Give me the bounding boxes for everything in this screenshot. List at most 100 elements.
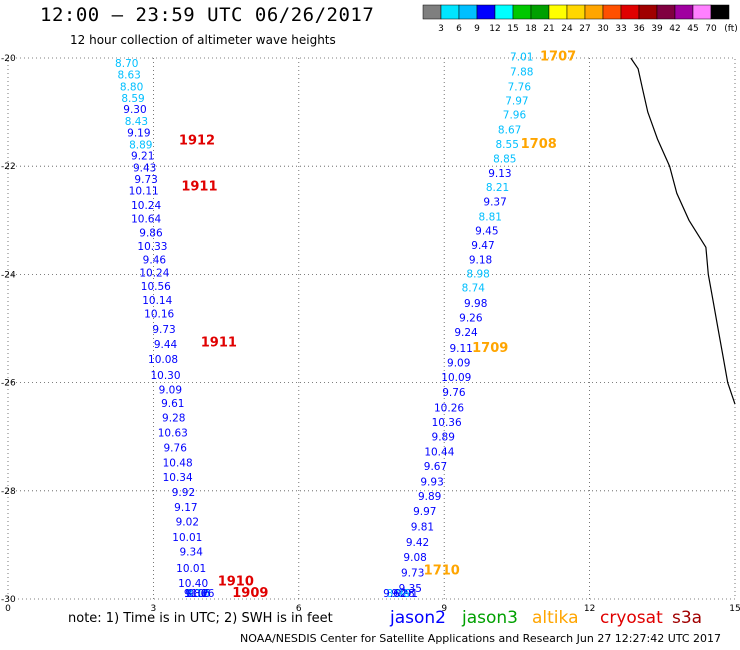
- swh-value: 10.11: [129, 185, 159, 197]
- legend-s3a: s3a: [672, 608, 703, 628]
- pass-time-label: 1707: [540, 50, 576, 65]
- swh-value: 7.97: [505, 96, 528, 108]
- colorbar-swatch: [602, 4, 622, 20]
- swh-value: 9.11: [449, 343, 472, 355]
- swh-value: 9.08: [403, 552, 426, 564]
- swh-value: 10.34: [163, 472, 193, 484]
- x-tick-label: 0: [5, 604, 11, 614]
- swh-value: 8.10: [186, 588, 209, 600]
- coastline-path: [630, 57, 736, 405]
- pass-time-label: 1911: [181, 180, 217, 195]
- map-frame: [7, 57, 736, 600]
- pass-time-label: 1911: [201, 335, 237, 350]
- swh-value: 10.44: [424, 447, 454, 459]
- swh-value: 9.30: [123, 104, 146, 116]
- swh-value: 9.73: [401, 567, 424, 579]
- swh-value: 10.24: [131, 200, 161, 212]
- colorbar-label: 6: [456, 24, 462, 34]
- colorbar-swatch: [674, 4, 694, 20]
- footnote: note: 1) Time is in UTC; 2) SWH is in fe…: [68, 611, 333, 626]
- x-tick-label: 15: [729, 604, 740, 614]
- legend-jason3: jason3: [462, 608, 518, 628]
- swh-value: 9.13: [488, 168, 511, 180]
- colorbar-swatch: [440, 4, 460, 20]
- swh-value: 8.85: [493, 153, 516, 165]
- swh-value: 10.08: [148, 354, 178, 366]
- swh-value: 8.55: [496, 139, 519, 151]
- swh-value: 10.48: [163, 457, 193, 469]
- colorbar-swatch: [620, 4, 640, 20]
- swh-value: 10.26: [434, 402, 464, 414]
- swh-value: 10.01: [172, 532, 202, 544]
- swh-value: 9.17: [174, 502, 197, 514]
- swh-value: 9.18: [469, 255, 492, 267]
- swh-value: 7.88: [510, 66, 533, 78]
- swh-value: 8.43: [125, 116, 148, 128]
- colorbar-swatch: [458, 4, 478, 20]
- swh-value: 9.37: [483, 197, 506, 209]
- colorbar-label: 9: [474, 24, 480, 34]
- swh-value: 9.76: [164, 442, 188, 454]
- x-tick-label: 3: [151, 604, 157, 614]
- swh-value: 9.42: [406, 537, 429, 549]
- colorbar: 3 6 9 12 15 18 21 24 27 30 33 36 39 42 45 70 (ft): [422, 4, 738, 34]
- swh-value: 10.63: [158, 428, 188, 440]
- swh-value: 10.14: [142, 295, 172, 307]
- swh-value: 8.98: [466, 269, 489, 281]
- swh-value: 8.96: [386, 588, 410, 600]
- swh-value: 10.56: [141, 281, 171, 293]
- swh-value: 9.19: [127, 127, 150, 139]
- pass-time-label: 1910: [218, 574, 254, 589]
- colorbar-swatch: [548, 4, 568, 20]
- colorbar-swatch: [476, 4, 496, 20]
- swh-value: 9.89: [432, 431, 455, 443]
- colorbar-label: 3: [438, 24, 444, 34]
- swh-value: 9.73: [152, 324, 175, 336]
- swh-value: 8.81: [479, 211, 502, 223]
- colorbar-label: 21: [543, 24, 554, 34]
- swh-value: 9.34: [180, 547, 204, 559]
- colorbar-label: 24: [561, 24, 573, 34]
- colorbar-swatch: [422, 4, 442, 20]
- swh-value: 11.16: [184, 588, 214, 600]
- swh-value: 9.67: [424, 461, 447, 473]
- colorbar-label: 33: [615, 24, 626, 34]
- legend-cryosat: cryosat: [600, 608, 663, 628]
- axis-ticks: 0 3 6 9 12 15 -20 -22 -24 -26 -28 -30: [1, 54, 740, 614]
- colorbar-swatch: [584, 4, 604, 20]
- swh-value: 9.21: [131, 151, 154, 163]
- coastline: [630, 57, 736, 405]
- swh-value: 9.73: [134, 174, 157, 186]
- swh-value: 9.43: [133, 163, 156, 175]
- colorbar-swatch: [656, 4, 676, 20]
- swh-value: 9.45: [475, 225, 498, 237]
- swh-value: 9.02: [176, 516, 199, 528]
- colorbar-swatch: [692, 4, 712, 20]
- swh-value: 9.93: [420, 476, 443, 488]
- pass-time-label: 1909: [232, 586, 268, 601]
- page-subtitle: 12 hour collection of altimeter wave hei…: [70, 33, 336, 47]
- colorbar-label: 45: [687, 24, 698, 34]
- swh-value: 9.28: [391, 588, 414, 600]
- colorbar-label: 27: [579, 24, 590, 34]
- swh-value: 10.33: [137, 241, 167, 253]
- swh-value: 10.36: [432, 417, 462, 429]
- pass-time-label: 1708: [521, 137, 557, 152]
- swh-value: 9.09: [447, 357, 470, 369]
- colorbar-swatch: [530, 4, 550, 20]
- swh-value: 9.97: [413, 506, 436, 518]
- swh-value: 10.40: [178, 578, 208, 590]
- x-tick-label: 12: [584, 604, 595, 614]
- pass-time-label: 1710: [424, 564, 460, 579]
- altimeter-tracks: 8.708.638.808.599.308.439.198.899.219.43…: [115, 50, 576, 601]
- swh-value: 9.86: [139, 228, 163, 240]
- colorbar-swatch: [494, 4, 514, 20]
- pass-time-label: 1912: [179, 134, 215, 149]
- page-title: 12:00 – 23:59 UTC 06/26/2017: [40, 4, 375, 26]
- swh-value: 8.89: [129, 139, 152, 151]
- y-tick-label: -28: [1, 487, 16, 497]
- colorbar-label: 39: [651, 24, 663, 34]
- swh-value: 9.26: [459, 312, 483, 324]
- pass-time-label: 1709: [472, 341, 508, 356]
- swh-value: 8.74: [462, 283, 486, 295]
